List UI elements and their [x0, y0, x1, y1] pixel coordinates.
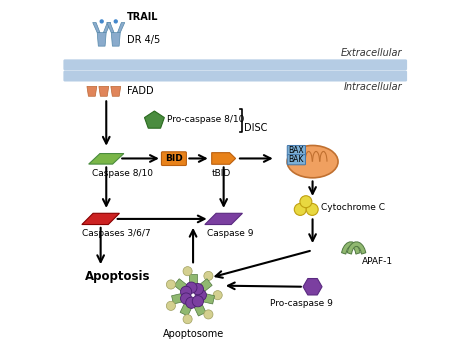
Text: FADD: FADD	[128, 86, 154, 96]
Text: DR 4/5: DR 4/5	[128, 35, 161, 45]
Circle shape	[204, 310, 213, 319]
Polygon shape	[118, 22, 125, 32]
Polygon shape	[205, 213, 242, 225]
Circle shape	[186, 282, 197, 293]
Text: Caspase 9: Caspase 9	[207, 229, 254, 238]
Circle shape	[183, 267, 192, 276]
Text: Intracellular: Intracellular	[344, 82, 402, 92]
Circle shape	[300, 196, 312, 208]
Polygon shape	[87, 86, 97, 96]
Text: tBID: tBID	[212, 169, 231, 178]
Polygon shape	[107, 22, 114, 32]
Circle shape	[294, 203, 306, 215]
Circle shape	[166, 280, 175, 289]
Polygon shape	[189, 274, 197, 291]
Polygon shape	[341, 242, 360, 254]
Polygon shape	[174, 279, 192, 296]
Polygon shape	[347, 242, 366, 254]
Circle shape	[192, 283, 203, 295]
Text: Pro-caspase 8/10: Pro-caspase 8/10	[167, 115, 244, 124]
Circle shape	[186, 297, 197, 308]
Text: Pro-caspase 9: Pro-caspase 9	[270, 299, 332, 308]
Polygon shape	[180, 297, 195, 316]
Text: Extracellular: Extracellular	[341, 48, 402, 58]
Polygon shape	[103, 22, 111, 32]
Circle shape	[181, 293, 191, 304]
Text: BAK: BAK	[289, 155, 304, 164]
Polygon shape	[97, 32, 106, 46]
Text: Apoptosis: Apoptosis	[85, 270, 151, 283]
Text: BID: BID	[165, 154, 182, 163]
FancyBboxPatch shape	[64, 71, 407, 81]
Polygon shape	[82, 213, 119, 225]
Circle shape	[114, 20, 117, 23]
Circle shape	[213, 291, 222, 300]
Text: APAF-1: APAF-1	[362, 257, 393, 266]
Polygon shape	[303, 278, 322, 295]
FancyBboxPatch shape	[287, 145, 306, 156]
Text: Caspase 8/10: Caspase 8/10	[92, 169, 153, 178]
Polygon shape	[194, 279, 212, 296]
Circle shape	[306, 203, 318, 215]
Polygon shape	[145, 111, 164, 128]
Text: BAX: BAX	[289, 146, 304, 155]
Circle shape	[100, 20, 103, 23]
Polygon shape	[172, 292, 190, 304]
Circle shape	[181, 286, 191, 297]
Text: Cytochrome C: Cytochrome C	[320, 203, 384, 212]
Polygon shape	[196, 292, 215, 304]
Ellipse shape	[287, 145, 338, 178]
Circle shape	[204, 271, 213, 281]
Circle shape	[192, 296, 203, 307]
Polygon shape	[191, 297, 206, 316]
Polygon shape	[99, 86, 109, 96]
Text: DISC: DISC	[244, 123, 267, 133]
Polygon shape	[93, 22, 100, 32]
FancyBboxPatch shape	[162, 152, 186, 166]
Polygon shape	[212, 153, 236, 164]
Text: Apoptosome: Apoptosome	[163, 328, 224, 338]
FancyBboxPatch shape	[64, 59, 407, 70]
Circle shape	[166, 301, 175, 311]
FancyBboxPatch shape	[287, 155, 306, 165]
Circle shape	[195, 290, 206, 301]
Text: Caspases 3/6/7: Caspases 3/6/7	[82, 229, 151, 238]
Polygon shape	[111, 86, 121, 96]
Circle shape	[183, 315, 192, 324]
Polygon shape	[89, 154, 124, 164]
Text: TRAIL: TRAIL	[128, 11, 159, 21]
Polygon shape	[111, 32, 120, 46]
